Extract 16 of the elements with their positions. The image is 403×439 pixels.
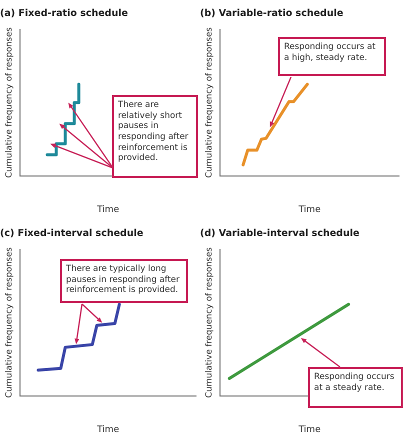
annotation: There are relatively short pauses in responding after reinforcement is provided. [112,95,198,178]
x-axis-title: Time [96,424,120,435]
y-axis-title: Cumulative frequency of responses [204,246,214,398]
annotation: Responding occurs at a steady rate. [308,367,403,408]
chart-title: (d) Variable-interval schedule [200,228,360,240]
y-axis-title: Cumulative frequency of responses [4,246,14,398]
text: Responding occurs at a high, steady rate. [278,37,386,76]
y-axis-title: Cumulative frequency of responses [204,26,214,178]
y-axis-title: Cumulative frequency of responses [4,26,14,178]
x-axis-title: Time [298,424,322,435]
chart-title: (c) Fixed-interval schedule [0,228,144,240]
text: There are typically long pauses in responding after reinforcement is provided. [60,259,188,303]
x-axis-title: Time [298,204,322,215]
x-axis-title: Time [96,204,120,215]
chart-title: (a) Fixed-ratio schedule [0,8,128,20]
chart-title: (b) Variable-ratio schedule [200,8,344,20]
